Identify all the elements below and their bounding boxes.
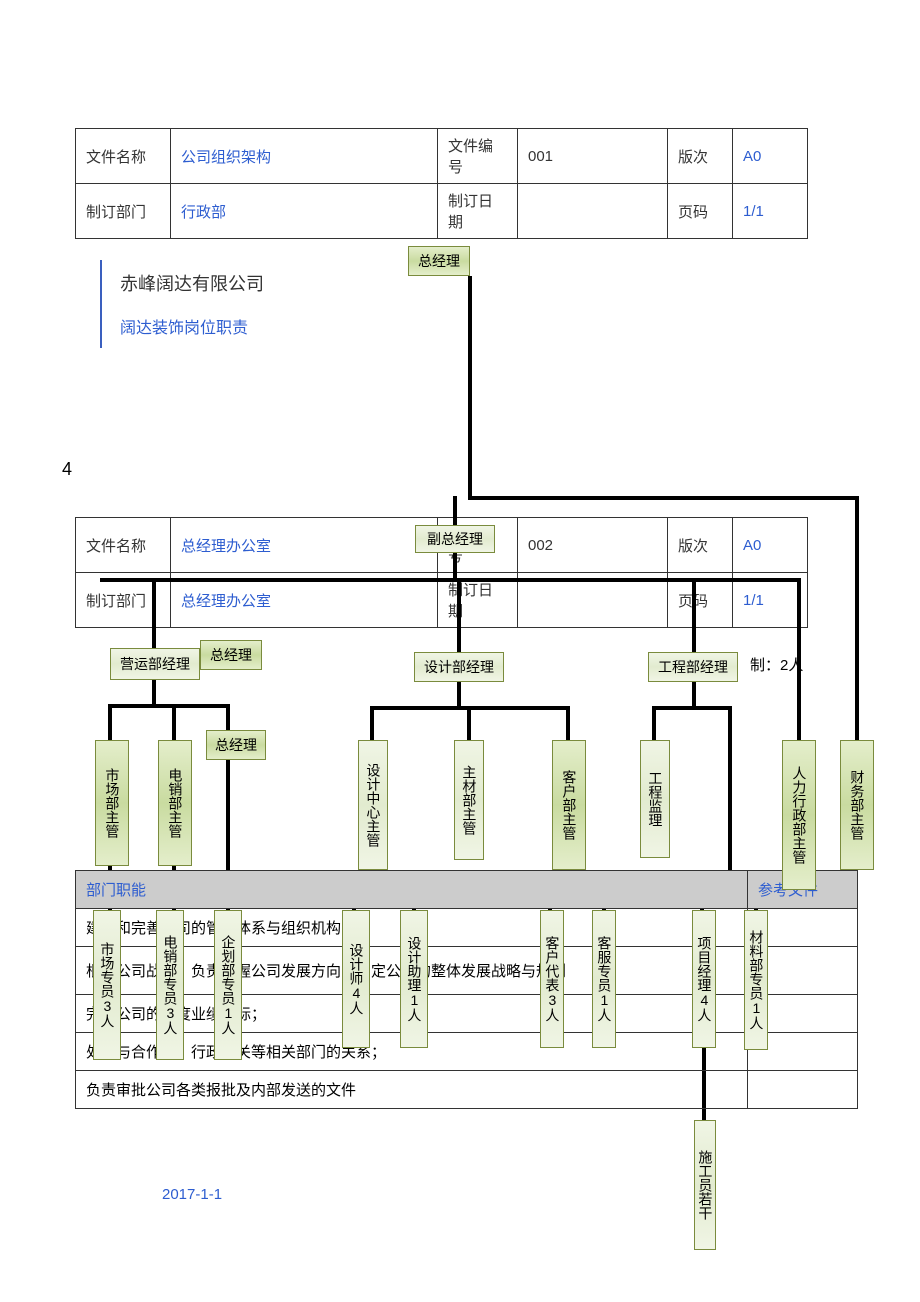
org-box-label: 财务部主管 — [849, 770, 866, 840]
org-box-label: 材料部专员1人 — [748, 930, 765, 1030]
org-box-cs_sp: 客服专员1人 — [592, 910, 616, 1048]
company-name: 赤峰阔达有限公司 — [120, 270, 264, 296]
org-box-label: 客户部主管 — [561, 770, 578, 840]
connector-line — [566, 706, 570, 740]
org-box-label: 客户代表3人 — [544, 936, 561, 1022]
h1-v1: 公司组织架构 — [171, 129, 438, 184]
connector-line — [453, 553, 457, 579]
org-box-design_mgr: 设计部经理 — [414, 652, 504, 682]
connector-line — [457, 682, 461, 706]
h1-r2-v2 — [518, 184, 668, 239]
connector-line — [152, 578, 156, 648]
connector-line — [152, 680, 156, 704]
sec-left-header: 部门职能 — [76, 871, 748, 909]
connector-line — [797, 578, 801, 740]
org-box-label: 施工员若干 — [697, 1150, 714, 1220]
h2-v3: A0 — [733, 518, 808, 573]
org-box-label: 总经理 — [215, 735, 257, 755]
h1-r2-l2: 制订日期 — [438, 184, 518, 239]
h2-v2: 002 — [518, 518, 668, 573]
connector-line — [728, 740, 732, 890]
org-box-eng_mgr: 工程部经理 — [648, 652, 738, 682]
h1-r2-l3: 页码 — [668, 184, 733, 239]
org-box-label: 副总经理 — [427, 529, 483, 549]
org-box-label: 项目经理4人 — [696, 936, 713, 1022]
connector-line — [467, 706, 471, 740]
h1-r2-l1: 制订部门 — [76, 184, 171, 239]
connector-line — [692, 682, 696, 706]
h2-v1: 总经理办公室 — [171, 518, 438, 573]
org-box-fin_sup: 财务部主管 — [840, 740, 874, 870]
company-subtitle: 阔达装饰岗位职责 — [120, 314, 264, 338]
org-box-gm2: 总经理 — [200, 640, 262, 670]
h1-l3: 版次 — [668, 129, 733, 184]
org-box-vice: 副总经理 — [415, 525, 495, 553]
org-box-gm3: 总经理 — [206, 730, 266, 760]
connector-line — [855, 496, 859, 740]
org-box-label: 设计部经理 — [424, 657, 494, 677]
org-box-label: 营运部经理 — [120, 654, 190, 674]
dept-functions-table: 部门职能 参考文件 建立和完善公司的管理体系与组织机构； 根据公司战略，负责把握… — [75, 870, 858, 1109]
org-box-constr: 施工员若干 — [694, 1120, 716, 1250]
connector-line — [692, 578, 696, 652]
staffing-text: 制：2人 — [750, 654, 803, 675]
org-box-mat_sup: 主材部主管 — [454, 740, 484, 860]
org-box-desa_sp: 设计助理1人 — [400, 910, 428, 1048]
h1-r2-v3: 1/1 — [733, 184, 808, 239]
org-box-dc_sup: 设计中心主管 — [358, 740, 388, 870]
org-box-label: 企划部专员1人 — [220, 935, 237, 1035]
org-box-label: 总经理 — [418, 251, 460, 271]
connector-line — [108, 704, 112, 740]
org-box-label: 总经理 — [210, 645, 252, 665]
company-block: 赤峰阔达有限公司 阔达装饰岗位职责 — [100, 260, 282, 348]
h2-l3: 版次 — [668, 518, 733, 573]
page-marker: 4 — [62, 459, 72, 480]
org-box-label: 工程部经理 — [658, 657, 728, 677]
org-box-label: 主材部主管 — [461, 765, 478, 835]
org-box-tel_sup: 电销部主管 — [158, 740, 192, 866]
connector-line — [728, 706, 732, 740]
org-box-mkt_sp: 市场专员3人 — [93, 910, 121, 1060]
org-box-plan_sp: 企划部专员1人 — [214, 910, 242, 1060]
org-box-pm_sup: 工程监理 — [640, 740, 670, 858]
org-box-label: 设计助理1人 — [406, 936, 423, 1022]
org-box-label: 设计中心主管 — [365, 763, 382, 847]
h1-r2-v1: 行政部 — [171, 184, 438, 239]
connector-line — [370, 706, 374, 740]
org-box-label: 电销部专员3人 — [162, 935, 179, 1035]
connector-line — [457, 578, 461, 652]
org-box-label: 人力行政部主管 — [791, 766, 808, 864]
sec-row: 负责审批公司各类报批及内部发送的文件 — [76, 1071, 748, 1109]
org-box-label: 电销部主管 — [167, 768, 184, 838]
h2-l1: 文件名称 — [76, 518, 171, 573]
header-table-1: 文件名称 公司组织架构 文件编号 001 版次 A0 制订部门 行政部 制订日期… — [75, 128, 808, 239]
org-box-label: 工程监理 — [647, 771, 664, 827]
org-box-cust_sup: 客户部主管 — [552, 740, 586, 870]
org-box-proj_mgr: 项目经理4人 — [692, 910, 716, 1048]
org-box-des_sp: 设计师4人 — [342, 910, 370, 1048]
connector-line — [172, 704, 176, 740]
connector-line — [453, 496, 457, 526]
org-box-op_mgr: 营运部经理 — [110, 648, 200, 680]
connector-line — [468, 496, 858, 500]
h1-l2: 文件编号 — [438, 129, 518, 184]
connector-line — [108, 704, 228, 708]
h1-l1: 文件名称 — [76, 129, 171, 184]
h1-v2: 001 — [518, 129, 668, 184]
org-box-mkt_sup: 市场部主管 — [95, 740, 129, 866]
org-box-tel_sp: 电销部专员3人 — [156, 910, 184, 1060]
footer-date: 2017-1-1 — [162, 1186, 222, 1203]
org-box-label: 客服专员1人 — [596, 936, 613, 1022]
h1-v3: A0 — [733, 129, 808, 184]
org-box-mat_sp: 材料部专员1人 — [744, 910, 768, 1050]
org-box-label: 市场部主管 — [104, 768, 121, 838]
org-box-ceo: 总经理 — [408, 246, 470, 276]
org-box-label: 设计师4人 — [348, 943, 365, 1015]
org-box-label: 市场专员3人 — [99, 942, 116, 1028]
connector-line — [468, 276, 472, 498]
org-box-cust_rep: 客户代表3人 — [540, 910, 564, 1048]
connector-line — [652, 706, 732, 710]
connector-line — [652, 706, 656, 740]
org-box-hr_sup: 人力行政部主管 — [782, 740, 816, 890]
